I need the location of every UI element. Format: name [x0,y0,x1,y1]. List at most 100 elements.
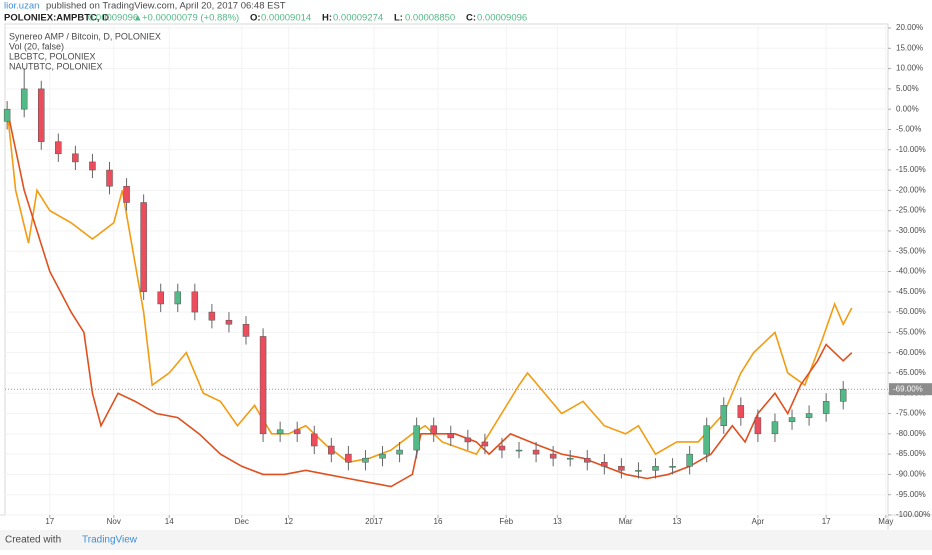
y-tick-label: -75.00% [896,409,926,418]
x-tick-label: 14 [165,517,174,526]
candle-body [618,466,625,471]
symbol: POLONIEX:AMPBTC, D [4,13,109,24]
candle-body [652,466,659,471]
y-tick-label: -95.00% [896,490,926,499]
y-tick-label: -40.00% [896,267,926,276]
candle-body [839,388,847,402]
candle-body [669,466,676,468]
candle-body [396,449,403,455]
candle-body [771,421,779,435]
candle-body [737,405,745,418]
candle-body [3,108,11,122]
candle-body [259,336,267,435]
candle-body [584,457,591,463]
candle-body [106,169,113,187]
legend-series: LBCBTC, POLONIEX [9,51,96,61]
candle-body [89,161,96,171]
candle-body [720,405,728,426]
candle-body [38,88,45,142]
published: published on TradingView.com, April 20, … [46,1,286,12]
y-tick-label: -90.00% [896,470,926,479]
candle-body [208,311,216,321]
candle-body [686,453,693,467]
up-arrow: ▲ [133,13,142,24]
plot-frame [4,23,889,516]
candle-body [225,319,233,325]
x-tick-label: May [878,517,893,526]
candle-body [464,437,472,443]
y-tick-label: 15.00% [896,43,923,52]
x-tick-label: Nov [107,517,121,526]
ohlc-value: 0.00009096 [477,13,527,24]
candle-body [379,453,386,459]
legend-vol: Vol (20, false) [9,41,64,51]
y-tick-label: -35.00% [896,246,926,255]
candle-body [805,413,813,418]
candle-body [601,461,608,467]
candle-body [635,470,642,472]
x-tick-label: 17 [822,517,831,526]
y-tick-label: 10.00% [896,64,923,73]
ohlc-key: O: [250,13,261,24]
candle-body [703,425,710,455]
candle-body [532,449,540,455]
y-tick-label: 5.00% [896,84,919,93]
ohlc-key: L: [394,13,403,24]
y-tick-label: 20.00% [896,23,923,32]
candle-body [362,457,369,463]
candle-body [20,88,28,110]
candle-body [174,291,182,305]
ohlc-key: H: [322,13,332,24]
y-tick-label: -15.00% [896,165,926,174]
ohlc-value: 0.00008850 [405,13,455,24]
candle-body [515,449,523,452]
y-tick-label: -5.00% [896,125,921,134]
y-tick-label: -60.00% [896,348,926,357]
header-bar [0,0,932,24]
candle-body [447,433,455,439]
candle-body [328,445,335,455]
y-tick-label: -55.00% [896,327,926,336]
candle-body [430,425,437,435]
x-tick-label: Mar [619,517,633,526]
x-tick-label: 2017 [365,517,383,526]
change: +0.00000079 (+0.88%) [142,13,239,24]
ohlc-key: C: [466,13,476,24]
candle-body [191,291,199,313]
y-tick-label: -10.00% [896,145,926,154]
candle-body [311,433,318,447]
y-tick-label: -25.00% [896,206,926,215]
footer-created: Created with [5,535,61,546]
candle-body [72,153,79,163]
candle-body [481,441,489,447]
y-tick-label: -65.00% [896,368,926,377]
x-tick-label: 12 [284,517,293,526]
legend-series: NAUTBTC, POLONIEX [9,61,103,71]
ohlc-value: 0.00009274 [333,13,383,24]
candle-body [140,202,147,293]
candle-body [822,401,830,414]
author[interactable]: lior.uzan [4,1,39,12]
legend-main: Synereo AMP / Bitcoin, D, POLONIEX [9,31,161,41]
x-tick-label: 13 [553,517,562,526]
candle-body [566,457,574,460]
x-tick-label: 16 [434,517,443,526]
y-tick-label: -85.00% [896,449,926,458]
x-tick-label: Dec [235,517,249,526]
y-tick-label: -20.00% [896,185,926,194]
footer-brand[interactable]: TradingView [82,535,138,546]
candle-body [276,429,284,435]
candle-body [549,453,557,459]
candle-body [754,417,762,435]
footer-bar [0,530,932,550]
candle-body [788,417,796,422]
y-tick-label: 0.00% [896,104,919,113]
y-tick-label: -45.00% [896,287,926,296]
x-tick-label: 17 [45,517,54,526]
x-tick-label: Feb [499,517,513,526]
x-tick-label: 13 [672,517,681,526]
y-tick-label: -80.00% [896,429,926,438]
candle-body [413,425,420,451]
ohlc-value: 0.00009014 [261,13,311,24]
